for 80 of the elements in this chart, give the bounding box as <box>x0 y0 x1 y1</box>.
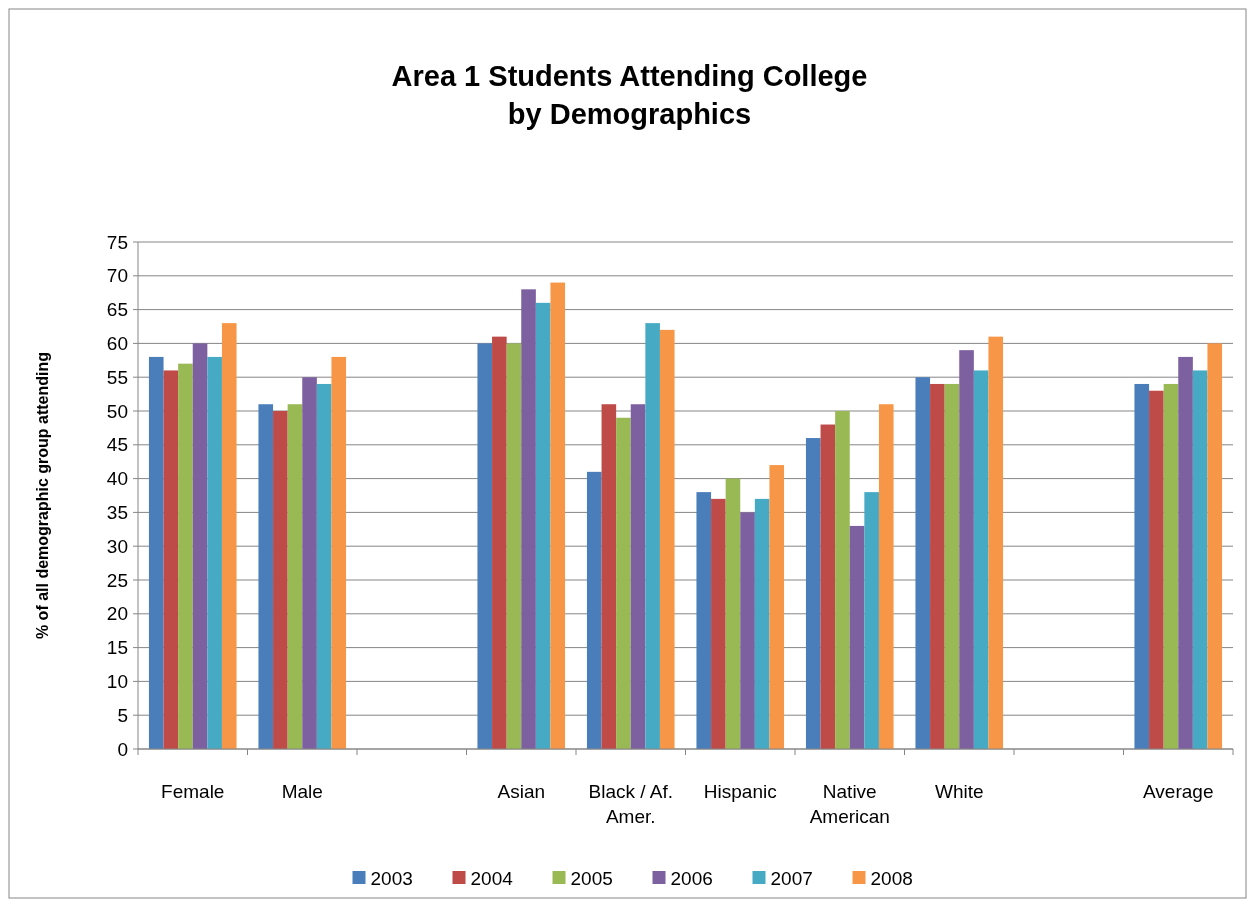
x-tick-label: Female <box>161 781 225 802</box>
bar <box>521 289 536 749</box>
bar <box>864 492 879 749</box>
bar <box>849 525 865 749</box>
bar <box>601 404 617 749</box>
y-tick-label: 20 <box>106 603 128 625</box>
bar <box>302 377 317 749</box>
bar <box>1207 343 1223 749</box>
bar <box>820 424 836 749</box>
bar <box>192 343 208 749</box>
bar <box>506 343 522 749</box>
y-tick-label: 45 <box>106 434 128 456</box>
bar <box>331 356 347 749</box>
bar <box>659 329 675 749</box>
bar <box>477 343 493 749</box>
bar <box>725 478 741 749</box>
legend-label: 2004 <box>470 867 514 889</box>
bar <box>586 471 602 749</box>
y-tick-label: 65 <box>106 299 128 321</box>
y-tick-label: 40 <box>106 468 128 490</box>
legend-label: 2006 <box>670 867 713 889</box>
bar <box>769 465 785 749</box>
y-tick-label: 70 <box>106 265 128 287</box>
legend-label: 2008 <box>870 867 913 889</box>
bar <box>696 492 712 749</box>
y-tick-label: 5 <box>117 704 128 726</box>
bar <box>492 336 507 749</box>
bar <box>805 438 821 749</box>
y-tick-label: 0 <box>117 738 128 760</box>
bar <box>178 363 193 749</box>
x-tick-label: White <box>934 781 984 802</box>
bar <box>959 350 974 749</box>
x-tick-label: Asian <box>497 781 546 802</box>
bar <box>163 370 179 749</box>
bar <box>1192 370 1208 749</box>
chart-title: Area 1 Students Attending College by Demographics <box>391 60 868 130</box>
y-tick-label: 25 <box>106 569 128 591</box>
y-tick-label: 75 <box>106 231 128 253</box>
bar <box>207 356 222 749</box>
x-tick-label: Male <box>281 781 323 802</box>
x-tick-label: Hispanic <box>703 781 777 802</box>
y-tick-label: 55 <box>106 366 128 388</box>
bar <box>878 404 894 749</box>
y-tick-label: 35 <box>106 502 128 524</box>
bar <box>550 282 566 749</box>
bar <box>630 404 646 749</box>
bar <box>148 356 164 749</box>
x-tick-label: Native American <box>809 781 890 827</box>
bar <box>316 383 332 749</box>
bar <box>944 383 960 749</box>
bar <box>740 512 755 749</box>
y-tick-label: 30 <box>106 535 128 557</box>
y-axis-title: % of all demographic group attending <box>34 351 51 640</box>
bar <box>1134 383 1150 749</box>
bar <box>1163 383 1179 749</box>
legend-label: 2003 <box>370 867 413 889</box>
bar <box>915 377 931 749</box>
bar <box>973 370 989 749</box>
bar <box>535 302 551 749</box>
bar <box>258 404 274 749</box>
bar <box>287 404 303 749</box>
bar <box>988 336 1004 749</box>
bar <box>616 417 631 749</box>
y-tick-label: 15 <box>106 637 128 659</box>
bar <box>273 411 288 749</box>
x-tick-label: Average <box>1143 781 1214 802</box>
bar <box>1178 356 1193 749</box>
x-tick-label: Black / Af. Amer. <box>588 781 673 827</box>
bar <box>221 323 237 749</box>
bar <box>1149 390 1164 749</box>
bar <box>711 498 726 749</box>
y-tick-label: 10 <box>106 671 128 693</box>
bar <box>754 498 770 749</box>
bar <box>835 411 850 749</box>
bar <box>930 383 945 749</box>
y-tick-label: 60 <box>106 333 128 355</box>
y-tick-label: 50 <box>106 400 128 422</box>
legend-label: 2005 <box>570 867 613 889</box>
legend-label: 2007 <box>770 867 813 889</box>
bar <box>645 323 660 749</box>
